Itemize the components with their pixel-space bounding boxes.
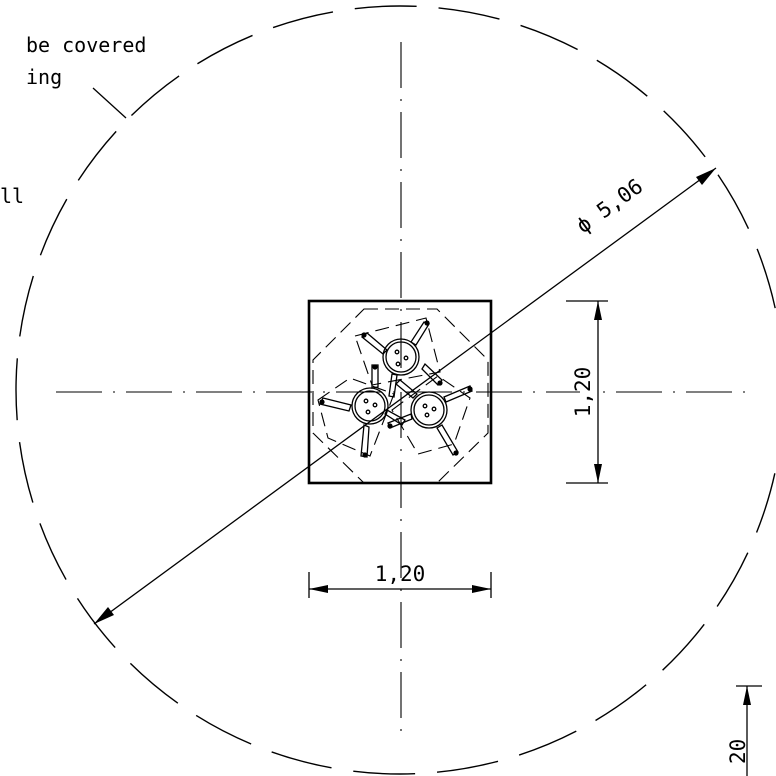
note-text-line-3: ll	[0, 184, 24, 208]
height-arrow-bottom	[594, 464, 602, 483]
equipment-plan	[317, 317, 473, 458]
hub-frame-left	[317, 377, 395, 457]
safety-zone-circle	[15, 5, 776, 775]
width-label: 1,20	[375, 562, 426, 586]
hub-bolt	[394, 349, 400, 355]
diameter-dimension-line	[93, 167, 717, 625]
inner-octagon-outline	[312, 308, 489, 484]
width-dimension: 1,20	[308, 562, 492, 598]
height-arrow-top	[594, 301, 602, 320]
hub-right-arms	[387, 379, 473, 456]
diameter-label: ϕ 5,06	[572, 174, 647, 238]
hub-left-arms	[319, 364, 406, 458]
diameter-dimension: ϕ 5,06	[93, 167, 717, 625]
hub-top-arms	[360, 320, 443, 398]
width-arrow-right	[472, 585, 491, 593]
height-label-mask	[580, 364, 594, 420]
height-dimension: 1,20	[566, 300, 608, 484]
hub-bolt	[372, 402, 378, 408]
hub-circle-right	[410, 391, 448, 429]
hub-frame-top	[354, 317, 441, 386]
hub-bolt	[422, 403, 428, 409]
hub-circle-top	[382, 338, 420, 376]
hub-bolt	[403, 355, 409, 361]
hub-bolt	[365, 409, 371, 415]
hub-circle-right-inner	[413, 394, 445, 426]
edge-dimension: 20	[726, 685, 762, 776]
edge-label: 20	[726, 739, 750, 764]
note-text-line-1: be covered	[26, 33, 146, 57]
height-label: 1,20	[571, 367, 595, 418]
note-leader-line	[92, 87, 127, 119]
hub-circle-left	[351, 387, 389, 425]
width-arrow-left	[309, 585, 328, 593]
hub-bolt	[395, 361, 401, 367]
hub-bolt	[424, 412, 430, 418]
hub-circle-left-inner	[354, 390, 386, 422]
hub-circle-top-inner	[385, 341, 417, 373]
hub-bolt	[431, 406, 437, 412]
hub-frame-right	[391, 375, 471, 455]
edge-arrow-top	[743, 686, 751, 705]
note-text-line-2: ing	[26, 65, 62, 89]
diameter-arrow-head-upper	[696, 168, 716, 185]
diameter-arrow-head-lower	[94, 607, 114, 624]
hub-bolt	[363, 398, 369, 404]
